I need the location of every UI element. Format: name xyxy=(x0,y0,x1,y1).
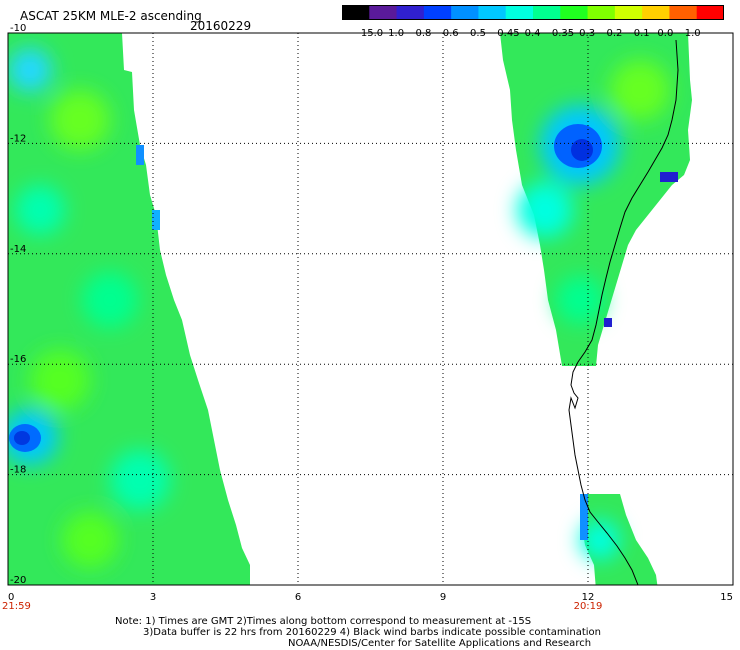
colorbar-tick-label: -0.4 xyxy=(521,28,541,39)
data-blob xyxy=(8,48,52,92)
colorbar-tick-label: -0.5 xyxy=(466,28,486,39)
data-blob xyxy=(517,182,573,238)
colorbar-swatch xyxy=(560,5,589,20)
y-tick-label: -20 xyxy=(10,575,26,586)
x-tick-label: 6 xyxy=(295,592,301,603)
plot-frame xyxy=(7,32,734,586)
colorbar-swatch xyxy=(478,5,507,20)
colorbar-tick-label: -0.2 xyxy=(602,28,623,39)
data-blob xyxy=(82,272,138,328)
colorbar-tick-label: -0.45 xyxy=(493,28,520,39)
colorbar-swatch xyxy=(342,5,370,20)
colorbar-swatch xyxy=(669,5,698,20)
colorbar-tick-label: -0.6 xyxy=(439,28,459,39)
data-pixel xyxy=(604,318,612,327)
colorbar-tick-label: -15.0 xyxy=(357,28,384,39)
colorbar-tick-label: 1.0 xyxy=(684,28,701,39)
y-tick-label: -12 xyxy=(10,133,26,144)
chart-title: ASCAT 25KM MLE-2 ascending xyxy=(20,9,202,23)
data-blob xyxy=(110,450,170,510)
colorbar-swatch xyxy=(533,5,561,20)
chart-date: 20160229 xyxy=(190,19,252,33)
colorbar xyxy=(342,5,724,20)
note-line-2: 3)Data buffer is 22 hrs from 20160229 4)… xyxy=(143,627,601,638)
note-line-1: Note: 1) Times are GMT 2)Times along bot… xyxy=(115,616,532,627)
time-label: 21:59 xyxy=(2,601,31,612)
colorbar-swatch xyxy=(696,5,724,20)
data-blob xyxy=(14,431,30,445)
data-pixel xyxy=(580,494,588,540)
colorbar-tick-label: -0.8 xyxy=(411,28,432,39)
data-blob xyxy=(30,350,90,410)
colorbar-swatch xyxy=(369,5,398,20)
x-tick-label: 9 xyxy=(440,592,446,603)
colorbar-swatch xyxy=(451,5,480,20)
data-blob xyxy=(610,60,670,120)
x-tick-label: 3 xyxy=(150,592,156,603)
data-pixel xyxy=(660,172,678,182)
data-pixel xyxy=(136,145,144,165)
y-tick-label: -18 xyxy=(10,465,26,476)
y-tick-label: -14 xyxy=(10,244,26,255)
y-tick-label: -16 xyxy=(10,354,26,365)
x-tick-label: 0 xyxy=(8,592,14,603)
data-blob xyxy=(556,276,604,324)
colorbar-swatch xyxy=(505,5,534,20)
colorbar-swatch xyxy=(423,5,452,20)
y-tick-label: -10 xyxy=(10,23,26,34)
colorbar-border xyxy=(342,5,724,20)
colorbar-tick-label: -0.1 xyxy=(630,28,650,39)
colorbar-tick-label: -0.3 xyxy=(575,28,596,39)
colorbar-swatch xyxy=(642,5,671,20)
note-line-3: NOAA/NESDIS/Center for Satellite Applica… xyxy=(288,638,592,649)
data-blob xyxy=(62,512,118,568)
x-tick-label: 15 xyxy=(720,592,733,603)
data-pixel xyxy=(152,210,160,230)
colorbar-tick-label: -1.0 xyxy=(384,28,405,39)
colorbar-labels: -15.0 -1.0 -0.8 -0.6 -0.5 -0.45 -0.4 -0.35 -0.3-… xyxy=(0,26,740,39)
time-label: 20:19 xyxy=(574,601,603,612)
colorbar-tick-label: -0.35 xyxy=(548,28,575,39)
colorbar-swatch xyxy=(396,5,425,20)
colorbar-tick-label: 0.0 xyxy=(657,28,674,39)
data-blob xyxy=(580,520,620,560)
coastline xyxy=(568,39,679,586)
data-blob xyxy=(50,90,110,150)
data-blob xyxy=(571,139,593,161)
colorbar-swatch xyxy=(587,5,616,20)
x-tick-label: 12 xyxy=(582,592,595,603)
data-blob xyxy=(15,185,65,235)
colorbar-swatch xyxy=(614,5,643,20)
